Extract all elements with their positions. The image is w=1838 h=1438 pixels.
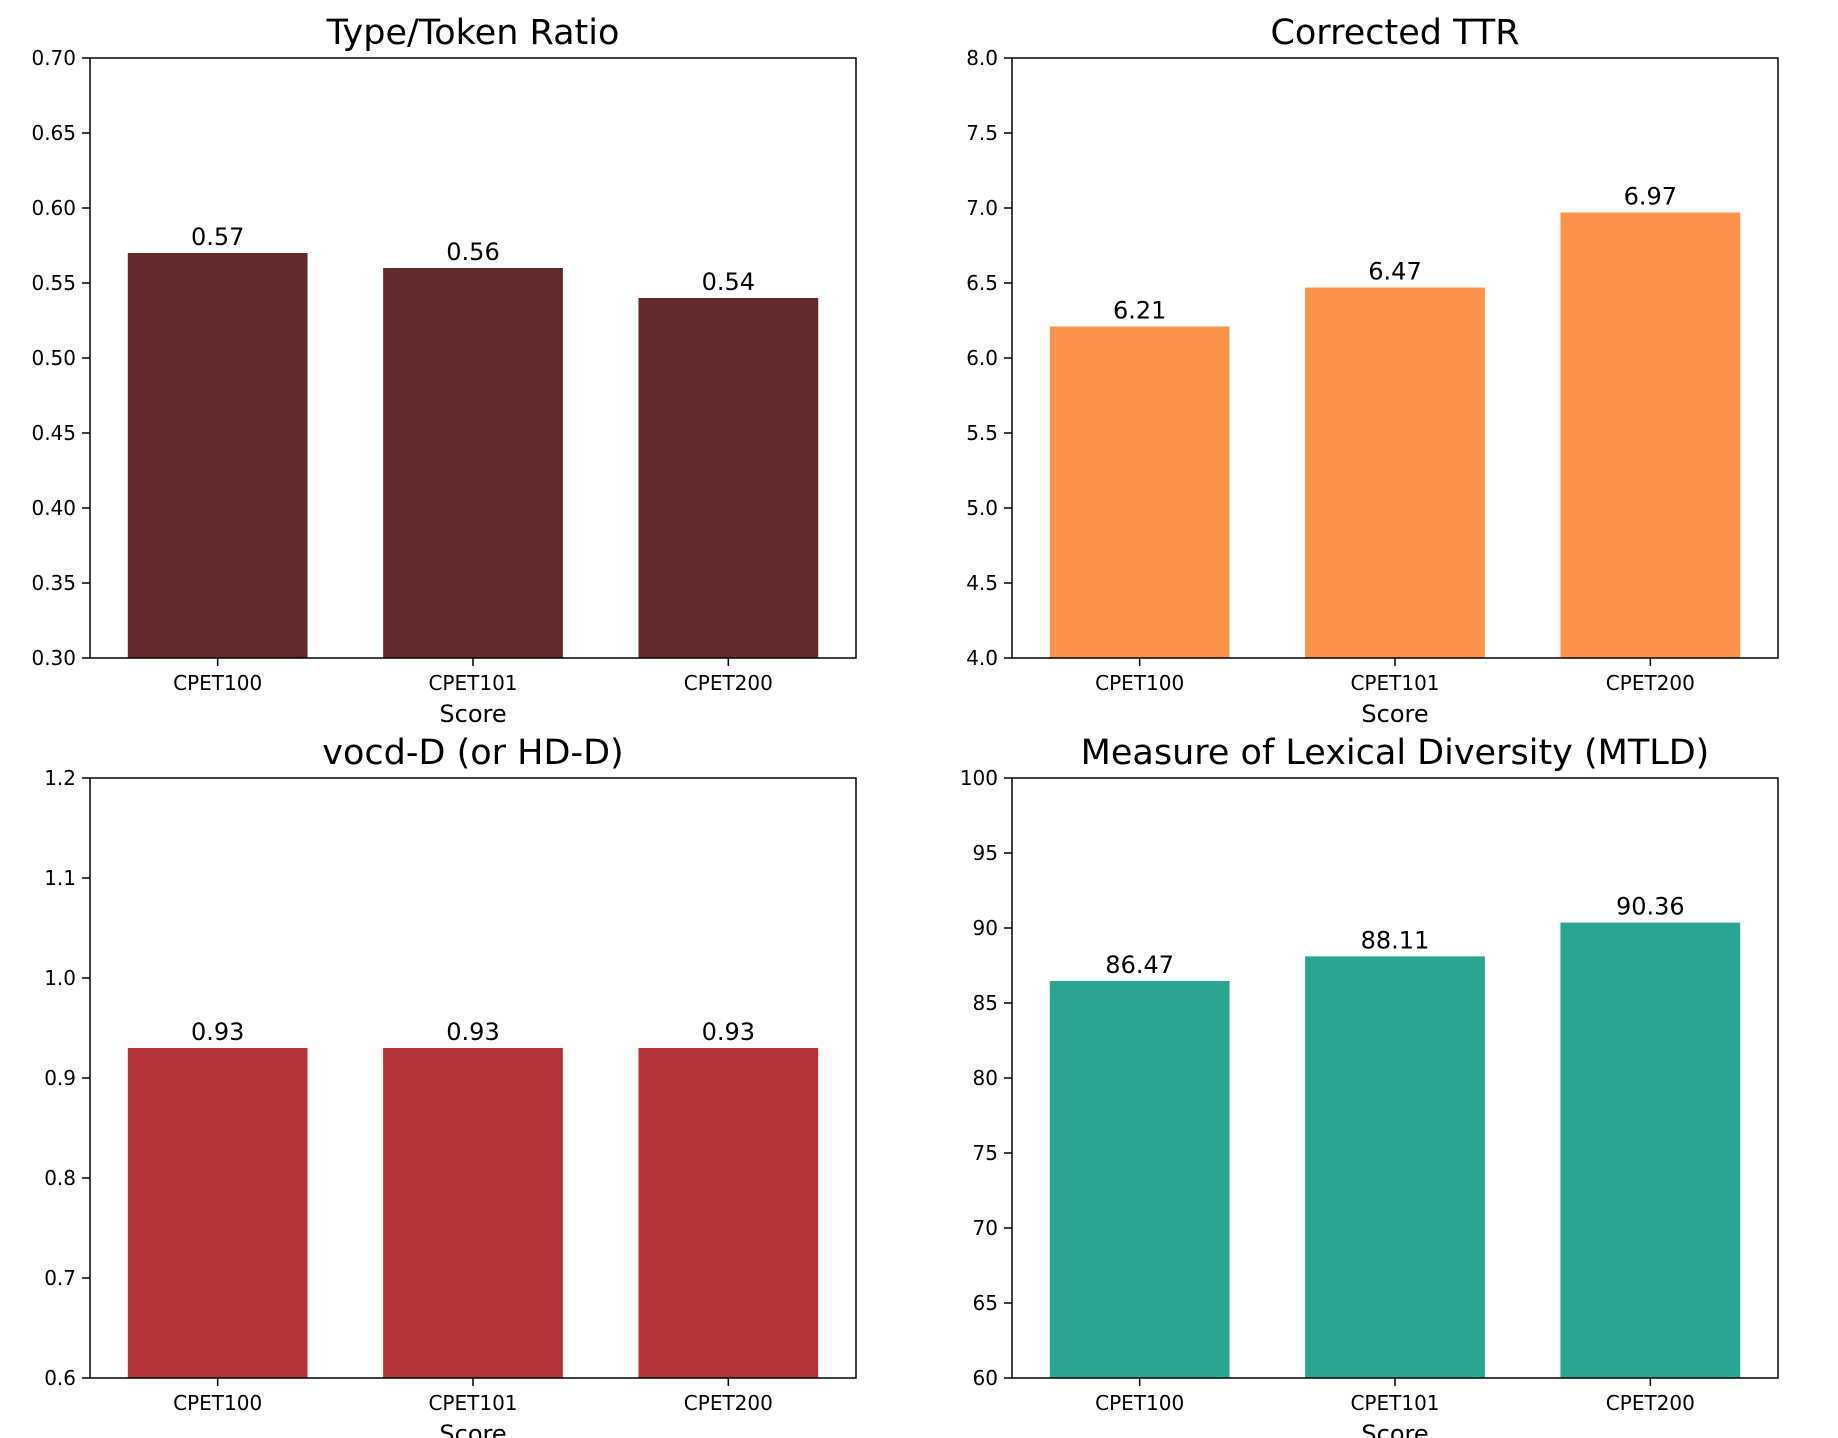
y-tick-label: 5.5: [966, 421, 998, 445]
bar-cpet200: [1560, 212, 1741, 658]
y-tick-label: 0.30: [31, 646, 76, 670]
x-axis-label: Score: [439, 700, 506, 728]
data-label: 0.57: [191, 223, 244, 251]
y-tick-label: 0.8: [44, 1166, 76, 1190]
y-tick-label: 0.40: [31, 496, 76, 520]
chart-panel-4: 86.47 88.11 90.36 60 65 70 75 80 85 90 95 100 CPET10…: [960, 733, 1779, 1438]
x-tick-label: CPET200: [684, 671, 773, 695]
y-tick-label: 0.35: [31, 571, 76, 595]
bar-cpet200: [1560, 922, 1741, 1378]
y-tick-label: 6.0: [966, 346, 998, 370]
x-axis-label: Score: [1361, 700, 1428, 728]
x-tick-label: CPET100: [1095, 1391, 1184, 1415]
bar-cpet100: [127, 1048, 308, 1378]
y-tick-label: 1.2: [44, 766, 76, 790]
y-tick-label: 0.55: [31, 271, 76, 295]
bar-cpet101: [1305, 956, 1485, 1378]
y-tick-label: 0.60: [31, 196, 76, 220]
chart-title: Measure of Lexical Diversity (MTLD): [1081, 733, 1710, 773]
y-tick-label: 70: [973, 1216, 998, 1240]
y-tick-label: 8.0: [966, 46, 998, 70]
data-label: 0.93: [702, 1018, 755, 1046]
y-tick-label: 7.0: [966, 196, 998, 220]
y-tick-label: 60: [973, 1366, 998, 1390]
data-label: 88.11: [1361, 926, 1430, 954]
bar-cpet100: [1049, 980, 1230, 1378]
y-tick-label: 1.0: [44, 966, 76, 990]
y-tick-label: 80: [973, 1066, 998, 1090]
y-tick-label: 5.0: [966, 496, 998, 520]
y-tick-label: 6.5: [966, 271, 998, 295]
data-label: 86.47: [1105, 951, 1174, 979]
y-tick-label: 0.45: [31, 421, 76, 445]
x-tick-label: CPET200: [1606, 1391, 1695, 1415]
data-label: 0.54: [702, 268, 755, 296]
x-tick-label: CPET101: [428, 671, 517, 695]
data-label: 0.56: [446, 238, 499, 266]
y-tick-label: 0.9: [44, 1066, 76, 1090]
y-tick-label: 75: [973, 1141, 998, 1165]
y-tick-label: 0.7: [44, 1266, 76, 1290]
bar-cpet101: [383, 268, 563, 658]
y-tick-label: 4.0: [966, 646, 998, 670]
x-tick-label: CPET200: [684, 1391, 773, 1415]
y-tick-label: 90: [973, 916, 998, 940]
y-tick-label: 1.1: [44, 866, 76, 890]
chart-title: Corrected TTR: [1270, 13, 1519, 53]
data-label: 6.97: [1624, 183, 1677, 211]
chart-panel-1: 0.57 0.56 0.54 0.30 0.35 0.40 0.45 0.50 0.55 0.60…: [31, 13, 857, 728]
y-tick-label: 65: [973, 1291, 998, 1315]
x-axis-label: Score: [439, 1420, 506, 1438]
x-tick-label: CPET101: [1350, 671, 1439, 695]
x-tick-label: CPET100: [173, 1391, 262, 1415]
x-tick-label: CPET100: [1095, 671, 1184, 695]
y-tick-label: 0.50: [31, 346, 76, 370]
y-tick-label: 0.70: [31, 46, 76, 70]
x-axis-label: Score: [1361, 1420, 1428, 1438]
y-tick-label: 4.5: [966, 571, 998, 595]
x-tick-label: CPET101: [1350, 1391, 1439, 1415]
y-tick-label: 7.5: [966, 121, 998, 145]
x-tick-label: CPET200: [1606, 671, 1695, 695]
chart-title: vocd-D (or HD-D): [322, 733, 623, 773]
data-label: 6.21: [1113, 297, 1166, 325]
bar-cpet101: [1305, 287, 1485, 658]
chart-title: Type/Token Ratio: [326, 13, 620, 53]
chart-panel-3: 0.93 0.93 0.93 0.6 0.7 0.8 0.9 1.0 1.1 1.2 CPET100…: [44, 733, 857, 1438]
bar-cpet200: [638, 1048, 819, 1378]
bar-cpet200: [638, 298, 819, 658]
x-tick-label: CPET100: [173, 671, 262, 695]
y-tick-label: 85: [973, 991, 998, 1015]
y-tick-label: 0.6: [44, 1366, 76, 1390]
y-tick-label: 100: [960, 766, 998, 790]
bar-cpet100: [127, 253, 308, 658]
data-label: 90.36: [1616, 893, 1685, 921]
y-tick-label: 0.65: [31, 121, 76, 145]
data-label: 0.93: [446, 1018, 499, 1046]
y-tick-label: 95: [973, 841, 998, 865]
data-label: 6.47: [1368, 258, 1421, 286]
data-label: 0.93: [191, 1018, 244, 1046]
bar-cpet100: [1049, 326, 1230, 658]
chart-panel-2: 6.21 6.47 6.97 4.0 4.5 5.0 5.5 6.0 6.5 7.0 7.5 8.0 C…: [966, 13, 1779, 728]
bar-cpet101: [383, 1048, 563, 1378]
x-tick-label: CPET101: [428, 1391, 517, 1415]
